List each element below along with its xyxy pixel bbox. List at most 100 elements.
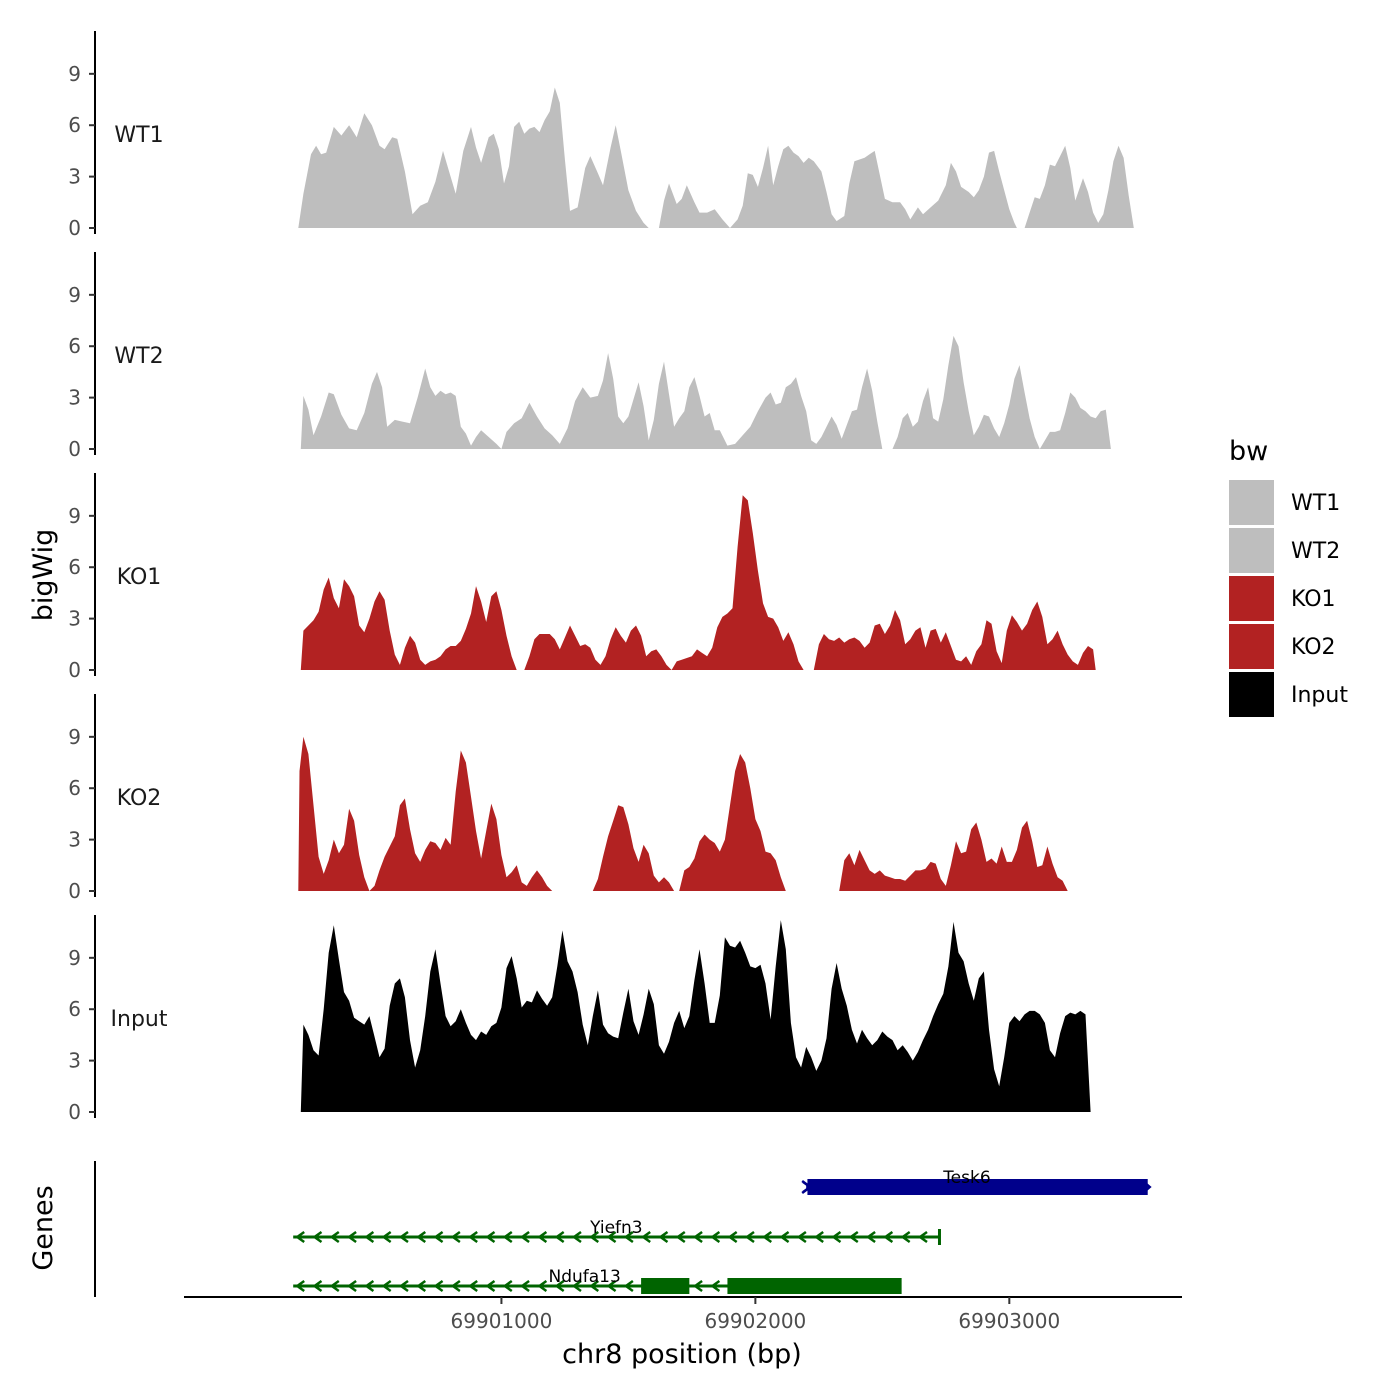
legend: bw WT1 WT2 KO1 KO2 Input [1229, 436, 1348, 717]
gene-label-tesk6: Tesk6 [942, 1168, 990, 1188]
strand-arrow-ndufa13 [692, 1279, 703, 1293]
strand-arrow-ndufa13 [502, 1279, 513, 1293]
area-ko2-segment-2 [679, 754, 786, 891]
area-wt1-segment-0 [298, 87, 649, 228]
gene-label-yiefn3: Yiefn3 [589, 1218, 643, 1238]
legend-key-wt2 [1229, 528, 1274, 573]
strand-arrow-yiefn3 [658, 1230, 669, 1244]
area-ko1-segment-0 [300, 577, 517, 670]
strand-arrow-yiefn3 [606, 1230, 617, 1244]
strand-arrow-yiefn3 [883, 1230, 894, 1244]
legend-label-wt2: WT2 [1291, 539, 1340, 564]
y-tick-label-ko1-0: 0 [68, 658, 81, 682]
strand-arrow-yiefn3 [433, 1230, 444, 1244]
strand-arrow-yiefn3 [519, 1230, 530, 1244]
legend-key-ko1 [1229, 576, 1274, 621]
area-input-segment-0 [300, 920, 1091, 1112]
y-tick-label-wt1-6: 6 [68, 113, 81, 137]
track-ko1: 0 3 6 9 KO1 [68, 473, 1096, 682]
track-wt2: 0 3 6 9 WT2 [68, 252, 1111, 461]
strand-arrow-yiefn3 [796, 1230, 807, 1244]
y-tick-label-ko2-9: 9 [68, 725, 81, 749]
genes-layer: Tesk6 Yiefn3 Ndufa13 [94, 1161, 1152, 1297]
strand-arrow-ndufa13 [468, 1279, 478, 1293]
strand-arrow-yiefn3 [900, 1230, 911, 1244]
area-ko2-segment-3 [839, 820, 1068, 891]
y-tick-label-ko1-9: 9 [68, 504, 81, 528]
y-tick-label-wt2-0: 0 [68, 437, 81, 461]
track-wt1: 0 3 6 9 WT1 [68, 31, 1134, 240]
y-tick-label-ko1-6: 6 [68, 555, 81, 579]
legend-label-input: Input [1291, 683, 1348, 708]
y-tick-label-ko2-6: 6 [68, 776, 81, 800]
y-tick-label-wt2-9: 9 [68, 283, 81, 307]
exon-tesk6-0 [807, 1179, 1148, 1195]
y-tick-label-ko1-3: 3 [68, 607, 81, 631]
strand-arrow-yiefn3 [502, 1230, 513, 1244]
strand-arrow-yiefn3 [295, 1230, 305, 1244]
track-label-input: Input [111, 1007, 168, 1032]
y-tick-label-input-6: 6 [68, 997, 81, 1021]
legend-key-ko2 [1229, 624, 1274, 669]
strand-arrow-yiefn3 [865, 1230, 876, 1244]
strand-arrow-ndufa13 [312, 1279, 323, 1293]
strand-arrow-ndufa13 [537, 1279, 548, 1293]
strand-arrow-ndufa13 [589, 1279, 600, 1293]
y-tick-label-wt1-9: 9 [68, 62, 81, 86]
y-tick-label-wt1-0: 0 [68, 216, 81, 240]
legend-key-wt1 [1229, 480, 1274, 525]
tracks-layer: 0 3 6 9 WT1 0 3 6 9 WT2 0 3 6 9 KO1 0 3 6 9 KO2 0 3 6 9 Input [68, 31, 1134, 1124]
strand-arrow-yiefn3 [468, 1230, 478, 1244]
strand-arrow-yiefn3 [398, 1230, 409, 1244]
area-ko2-segment-1 [592, 805, 675, 891]
strand-arrow-yiefn3 [364, 1230, 375, 1244]
track-label-wt2: WT2 [114, 344, 163, 369]
legend-label-ko1: KO1 [1291, 587, 1336, 612]
strand-arrow-yiefn3 [623, 1230, 634, 1244]
y-tick-label-input-0: 0 [68, 1100, 81, 1124]
strand-arrow-ndufa13 [433, 1279, 444, 1293]
strand-arrow-yiefn3 [589, 1230, 600, 1244]
strand-arrow-yiefn3 [710, 1230, 721, 1244]
strand-arrow-yiefn3 [692, 1230, 703, 1244]
y-tick-label-ko2-0: 0 [68, 879, 81, 903]
strand-arrow-yiefn3 [346, 1230, 357, 1244]
y-tick-label-wt2-3: 3 [68, 386, 81, 410]
area-ko1-segment-2 [813, 601, 1096, 670]
strand-arrow-yiefn3 [450, 1230, 461, 1244]
exon-ndufa13-1 [727, 1278, 901, 1294]
strand-arrow-ndufa13 [519, 1279, 530, 1293]
track-ko2: 0 3 6 9 KO2 [68, 694, 1068, 903]
strand-arrow-yiefn3 [571, 1230, 582, 1244]
strand-arrow-ndufa13 [295, 1279, 305, 1293]
track-label-ko2: KO2 [117, 786, 162, 811]
x-tick-label-69903000: 69903000 [958, 1309, 1060, 1333]
strand-arrow-yiefn3 [554, 1230, 565, 1244]
y-axis-title: bigWig [28, 529, 59, 622]
strand-arrow-ndufa13 [364, 1279, 375, 1293]
gene-label-ndufa13: Ndufa13 [548, 1267, 620, 1287]
strand-arrow-ndufa13 [398, 1279, 409, 1293]
area-wt1-segment-1 [658, 145, 1017, 228]
gene-yiefn3: Yiefn3 [293, 1218, 941, 1245]
strand-arrow-yiefn3 [675, 1230, 686, 1244]
y-tick-label-wt2-6: 6 [68, 334, 81, 358]
legend-label-wt1: WT1 [1291, 491, 1340, 516]
x-tick-label-69901000: 69901000 [451, 1309, 553, 1333]
area-ko1-segment-1 [524, 495, 804, 670]
y-tick-label-ko2-3: 3 [68, 828, 81, 852]
track-label-ko1: KO1 [117, 565, 162, 590]
strand-arrow-ndufa13 [450, 1279, 461, 1293]
exon-ndufa13-0 [641, 1278, 690, 1294]
strand-arrow-yiefn3 [917, 1230, 928, 1244]
x-axis-title: chr8 position (bp) [562, 1339, 802, 1370]
genes-axis-title: Genes [28, 1185, 59, 1270]
strand-arrow-yiefn3 [381, 1230, 392, 1244]
strand-arrow-ndufa13 [381, 1279, 392, 1293]
strand-arrow-yiefn3 [312, 1230, 323, 1244]
strand-arrow-ndufa13 [485, 1279, 496, 1293]
strand-arrow-ndufa13 [329, 1279, 340, 1293]
area-wt2-segment-1 [892, 335, 1111, 449]
y-tick-label-input-9: 9 [68, 946, 81, 970]
